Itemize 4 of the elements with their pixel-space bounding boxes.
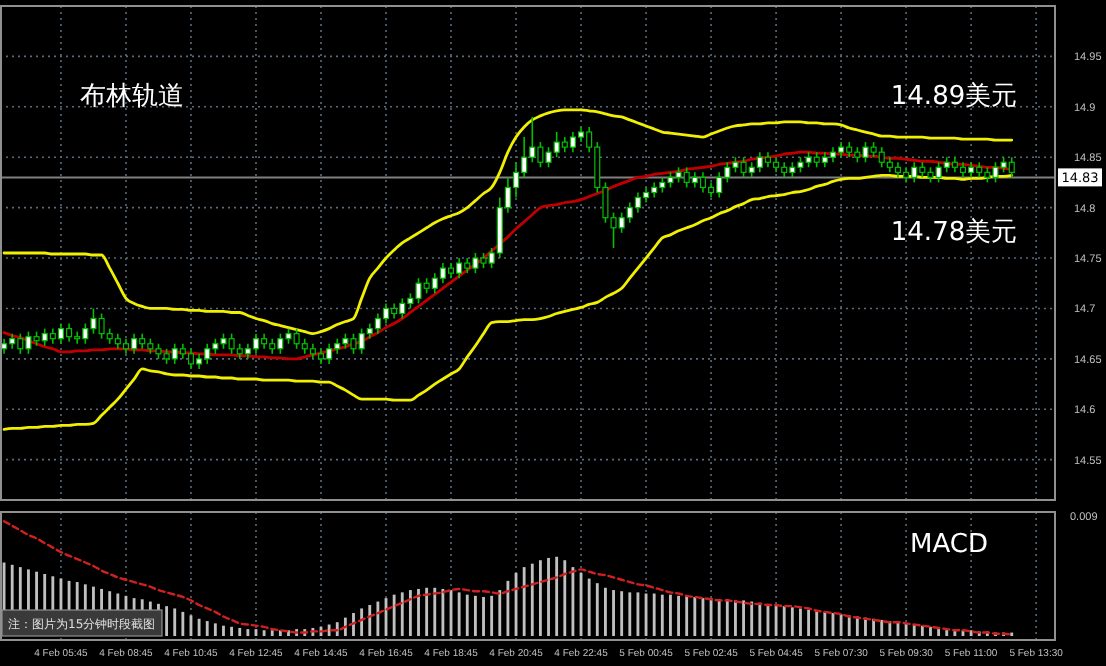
chart-title: MACD <box>910 530 988 560</box>
annotation: 14.78美元 <box>890 216 1018 248</box>
annotation: 布林轨道 <box>80 82 184 112</box>
annotation: 14.89美元 <box>890 80 1018 112</box>
